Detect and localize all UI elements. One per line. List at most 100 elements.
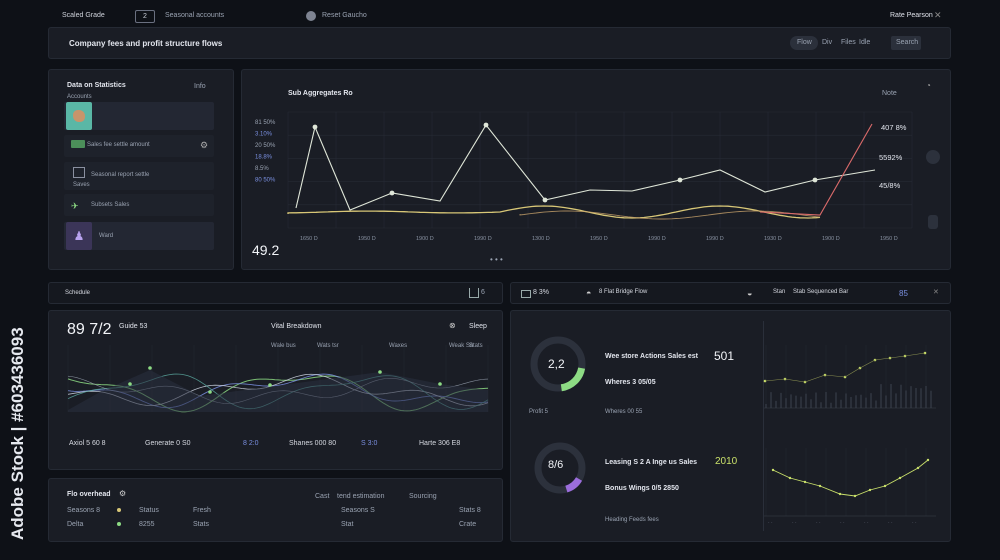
- left-item-4-label: Ward: [99, 233, 114, 239]
- series-line: [759, 123, 873, 216]
- row-1-c3: Stats: [193, 521, 209, 528]
- table-title: Flo overhead: [67, 491, 111, 498]
- donut1-caption: Profit 5: [529, 409, 549, 415]
- series-point: [148, 366, 152, 370]
- y-tick-label: 81 50%: [255, 120, 276, 126]
- row-1-c4: Stat: [341, 521, 354, 528]
- close-icon-2[interactable]: ✕: [933, 289, 939, 296]
- topbar-badge[interactable]: 2: [135, 10, 155, 23]
- x-tick-label: 1990 D: [474, 236, 492, 242]
- series-point: [378, 370, 382, 374]
- table-panel: Flo overhead ⚙ Cast tend estimation Sour…: [48, 478, 503, 542]
- schedule-bar: Schedule 6: [48, 282, 503, 304]
- tab-files[interactable]: Files: [841, 39, 856, 46]
- item-1-card[interactable]: [64, 135, 214, 157]
- donut-cap-1: Wheres 00 55: [605, 409, 643, 415]
- link-icon[interactable]: ⊗: [449, 321, 456, 330]
- row-0-c3: Fresh: [193, 507, 211, 514]
- donut-1-arc: [560, 367, 586, 392]
- person-icon: ♟: [66, 222, 92, 250]
- chart-menu-icon[interactable]: ◔: [926, 81, 931, 90]
- chain-icon[interactable]: ⚙: [200, 140, 209, 150]
- series-line: [295, 124, 876, 211]
- left-item-1-label: Sales fee settle amount: [87, 142, 150, 148]
- x-tick-label: 1930 D: [764, 236, 782, 242]
- topbar-badge-value: 2: [143, 13, 147, 20]
- schedule-icon-text: 6: [481, 289, 485, 296]
- side-button-1[interactable]: [926, 150, 940, 164]
- series-point: [208, 390, 212, 394]
- pager-dots[interactable]: • • •: [490, 255, 503, 264]
- shield-icon: ◒: [747, 288, 753, 298]
- tab-search[interactable]: Search: [891, 36, 921, 50]
- donut-2-value: 8/6: [548, 459, 563, 471]
- item-3-card[interactable]: [64, 194, 214, 216]
- topbar-tag[interactable]: Seasonal accounts: [165, 12, 225, 19]
- tab-idle[interactable]: Idle: [859, 39, 871, 46]
- left-item-3-label: Subsets Sales: [91, 202, 130, 208]
- x-tick-label: · ·: [888, 520, 893, 526]
- left-item-2-label: Saves: [73, 182, 90, 188]
- main-chart-panel: Sub Aggregates Ro Note ◔ 49.2 • • •: [241, 69, 951, 270]
- area-fill: [68, 370, 488, 412]
- stan-item-0[interactable]: 8 3%: [533, 289, 549, 296]
- table-header-1: tend estimation: [337, 493, 385, 500]
- leaf-icon: [66, 102, 92, 130]
- series-point: [771, 468, 775, 472]
- series-point: [853, 494, 857, 498]
- series-line: [772, 459, 929, 497]
- item-2-card[interactable]: [64, 162, 214, 190]
- toggle-icon[interactable]: [306, 11, 316, 21]
- series-point: [898, 476, 902, 480]
- x-tick-label: 1990 D: [648, 236, 666, 242]
- side-button-2[interactable]: [928, 215, 938, 229]
- stan-label: Stan: [773, 289, 786, 295]
- bar-chart-icon[interactable]: [469, 288, 479, 298]
- series-point: [883, 484, 887, 488]
- row-0-c4: Seasons S: [341, 507, 375, 514]
- tab-div[interactable]: Div: [822, 39, 833, 46]
- topbar-left-label: Scaled Grade: [62, 12, 105, 19]
- x-tick-label: 1900 D: [822, 236, 840, 242]
- series-point: [312, 124, 318, 130]
- series-point: [838, 492, 842, 496]
- bar-chart-icon-2[interactable]: [521, 290, 531, 298]
- y-tick-label: 8.5%: [255, 166, 269, 172]
- x-tick-label: 1990 D: [706, 236, 724, 242]
- topbar-right-label[interactable]: Rate Pearson: [890, 12, 933, 19]
- money-icon: [71, 140, 85, 148]
- settings-icon[interactable]: ⚙: [119, 489, 127, 498]
- x-tick-label: · ·: [840, 520, 845, 526]
- donut-cap-2: Heading Feeds fees: [605, 517, 659, 523]
- series-point: [868, 488, 872, 492]
- row-1-c5: Crate: [459, 521, 477, 528]
- x-tick-label: · ·: [912, 520, 917, 526]
- table-header-0: Cast: [315, 493, 330, 500]
- wave-tick-0: Wale bus: [271, 343, 296, 349]
- person-icon-2: ◓: [586, 288, 592, 298]
- series-point: [818, 484, 822, 488]
- donut-sub-1: Wheres 3 05/05: [605, 379, 656, 386]
- search-pill[interactable]: Flow: [790, 36, 818, 50]
- stan-item-1[interactable]: 8 Flat Bridge Flow: [599, 289, 648, 295]
- right-value-label: 45/8%: [879, 181, 901, 190]
- left-panel-side: Info: [194, 83, 206, 90]
- topbar-toggle-label: Reset Gaucho: [322, 12, 367, 19]
- wing-icon: ✈: [71, 201, 79, 211]
- wave-right[interactable]: Sleep: [469, 323, 487, 330]
- stat-5: Harte 306 E8: [419, 440, 461, 447]
- series-point: [926, 458, 930, 462]
- close-icon[interactable]: ✕: [934, 10, 942, 20]
- page-title: Company fees and profit structure flows: [69, 39, 223, 48]
- y-tick-label: 3.10%: [255, 132, 273, 138]
- stan-item-2[interactable]: Stab Sequenced Bar: [793, 289, 849, 295]
- series-point: [542, 197, 548, 203]
- x-tick-label: 1950 D: [880, 236, 898, 242]
- x-tick-label: 1900 D: [416, 236, 434, 242]
- status-dot-icon: [117, 508, 121, 512]
- corner-value: 49.2: [252, 242, 280, 258]
- main-chart-title: Sub Aggregates Ro: [288, 90, 353, 97]
- left-stats-panel: Data on Statistics Info Accounts Sales f…: [48, 69, 234, 270]
- x-tick-label: · ·: [816, 520, 821, 526]
- header-bar: Company fees and profit structure flows …: [48, 27, 951, 59]
